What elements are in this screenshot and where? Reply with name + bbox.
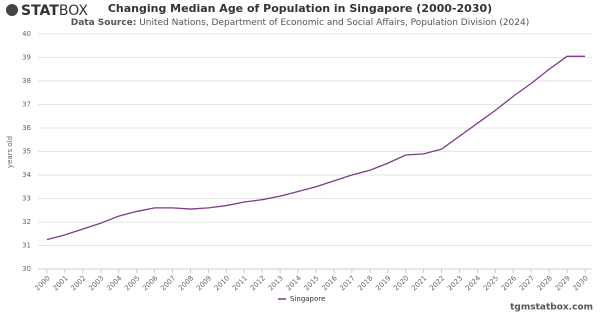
x-tick-label: 2004: [105, 274, 124, 293]
x-tick-label: 2019: [374, 274, 392, 292]
x-tick-label: 2009: [195, 274, 213, 292]
chart-title: Changing Median Age of Population in Sin…: [108, 2, 492, 15]
x-tick-label: 2001: [51, 274, 69, 292]
y-tick-label: 37: [22, 101, 31, 109]
legend-label: Singapore: [290, 295, 325, 303]
x-tick-label: 2016: [320, 274, 339, 293]
logo-bold: STAT: [21, 3, 59, 19]
x-tick-label: 2018: [356, 274, 374, 292]
x-tick-label: 2002: [69, 274, 87, 292]
logo-light: BOX: [59, 3, 88, 19]
x-tick-label: 2010: [213, 274, 231, 292]
subtitle-label: Data Source:: [71, 18, 137, 28]
y-tick-label: 30: [22, 265, 31, 273]
y-tick-label: 31: [22, 242, 31, 250]
x-tick-label: 2006: [141, 274, 160, 293]
x-tick-label: 2007: [159, 274, 177, 292]
x-tick-label: 2008: [177, 274, 195, 292]
y-tick-label: 36: [22, 124, 31, 132]
logo: STATBOX: [21, 3, 88, 19]
y-axis-label: years old: [6, 136, 14, 168]
x-tick-label: 2011: [231, 274, 249, 292]
subtitle-text: United Nations, Department of Economic a…: [139, 18, 529, 28]
y-tick-label: 39: [22, 54, 31, 62]
x-tick-label: 2003: [87, 274, 105, 292]
x-tick-label: 2025: [482, 274, 500, 292]
y-tick-label: 35: [22, 148, 31, 156]
x-tick-label: 2014: [285, 274, 304, 293]
y-tick-label: 33: [22, 195, 31, 203]
x-tick-label: 2030: [572, 274, 590, 292]
y-tick-label: 38: [22, 77, 31, 85]
x-tick-label: 2024: [464, 274, 483, 293]
data-line: [46, 55, 585, 241]
y-tick-label: 32: [22, 218, 31, 226]
x-tick-label: 2015: [303, 274, 321, 292]
y-tick-label: 40: [22, 30, 31, 38]
x-tick-label: 2027: [518, 274, 536, 292]
y-tick-label: 34: [22, 171, 31, 179]
chart-subtitle: Data Source: United Nations, Department …: [71, 18, 530, 28]
x-tick-label: 2000: [34, 274, 52, 292]
x-tick-label: 2013: [267, 274, 285, 292]
x-tick-label: 2022: [428, 274, 446, 292]
logo-icon: [6, 4, 18, 16]
x-tick-label: 2021: [410, 274, 428, 292]
x-tick-label: 2005: [123, 274, 141, 292]
x-tick-label: 2020: [392, 274, 410, 292]
x-tick-label: 2028: [536, 274, 554, 292]
x-tick-label: 2023: [446, 274, 464, 292]
x-tick-label: 2026: [500, 274, 519, 293]
x-tick-label: 2029: [554, 274, 572, 292]
x-tick-label: 2012: [249, 274, 267, 292]
footer: tgmstatbox.com: [510, 303, 593, 313]
x-tick-label: 2017: [338, 274, 356, 292]
